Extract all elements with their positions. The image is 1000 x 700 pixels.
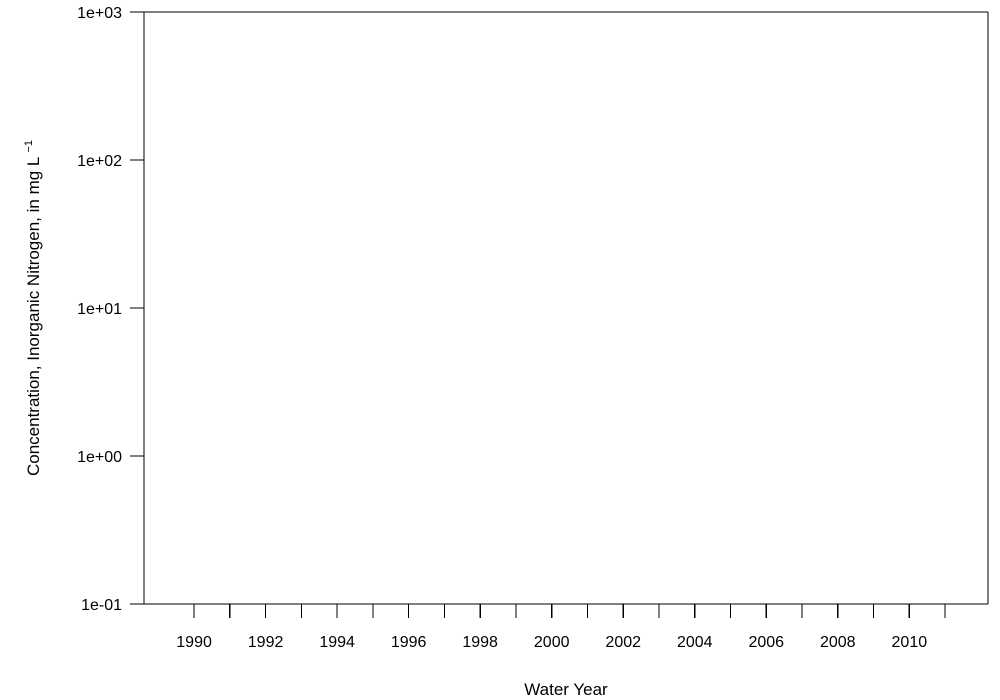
y-tick-labels-group: 1e-01 1e+00 1e+01 1e+02 1e+03 — [77, 5, 122, 614]
x-tick-label-1996: 1996 — [391, 634, 427, 651]
y-tick-label-1e+01: 1e+01 — [77, 301, 122, 318]
y-axis-label-exponent: −1 — [23, 140, 35, 153]
x-tick-label-2006: 2006 — [748, 634, 784, 651]
y-tick-label-1e+03: 1e+03 — [77, 5, 122, 22]
x-tick-label-2000: 2000 — [534, 634, 570, 651]
x-axis-label: Water Year — [524, 680, 608, 699]
x-ticks-group — [193, 604, 946, 618]
y-tick-label-1e+00: 1e+00 — [77, 449, 122, 466]
x-tick-label-1998: 1998 — [462, 634, 498, 651]
x-tick-label-2004: 2004 — [677, 634, 713, 651]
x-tick-label-1994: 1994 — [319, 634, 355, 651]
x-tick-label-1990: 1990 — [176, 634, 212, 651]
y-ticks-group — [130, 11, 144, 605]
x-tick-labels-group: 1990 1992 1994 1996 1998 2000 2002 2004 2006 2008… — [176, 634, 927, 651]
y-axis-label: Concentration, Inorganic Nitrogen, in mg… — [23, 140, 43, 476]
x-tick-label-2002: 2002 — [605, 634, 641, 651]
y-tick-label-1e-01: 1e-01 — [81, 597, 122, 614]
x-tick-label-2008: 2008 — [820, 634, 856, 651]
y-tick-label-1e+02: 1e+02 — [77, 153, 122, 170]
y-axis-label-main: Concentration, Inorganic Nitrogen, in mg… — [24, 157, 43, 476]
x-tick-label-1992: 1992 — [248, 634, 284, 651]
x-tick-label-2010: 2010 — [892, 634, 928, 651]
